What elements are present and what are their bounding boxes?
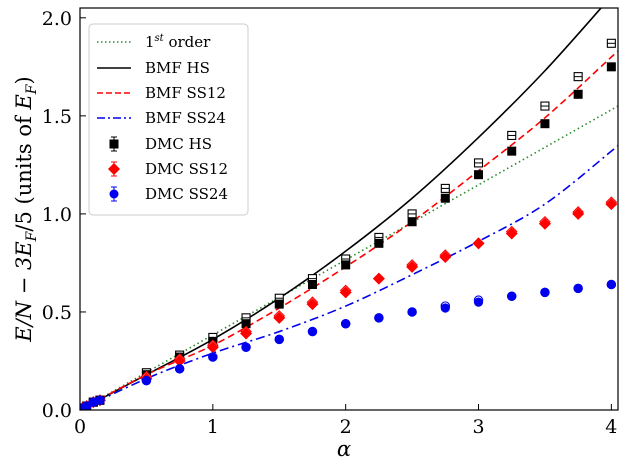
- point-dmc-ss24: [473, 297, 484, 307]
- point-dmc-hs: [440, 193, 450, 203]
- point-dmc-hs: [374, 238, 384, 248]
- y-tick-label: 0.5: [42, 302, 72, 324]
- legend-box: [88, 23, 249, 216]
- series-layer: [80, 8, 618, 410]
- point-dmc-ss12: [173, 354, 186, 367]
- y-axis-title-sub2: F: [24, 83, 40, 95]
- x-tick-label: 3: [472, 416, 484, 438]
- y-axis-title-sub1: F: [24, 230, 40, 242]
- point-dmc-ss24: [407, 307, 417, 317]
- point-dmc-ss24: [374, 313, 384, 323]
- legend-label-first-order: 1st order: [145, 33, 211, 51]
- point-dmc-hs: [540, 119, 550, 129]
- plot-frame: [79, 7, 619, 411]
- ticks-layer: 0 1 2 3 4 0.0 0.5 1.0 1.5 2.0: [42, 8, 618, 438]
- y-axis-title-mid: /5 (units of: [12, 110, 36, 232]
- x-tick-label: 4: [605, 416, 617, 438]
- legend-swatch-dmc-ss12: [108, 161, 120, 177]
- point-dmc-hs: [507, 146, 517, 156]
- point-dmc-ss24: [307, 326, 318, 337]
- legend-label-bmf-ss24: BMF SS24: [145, 109, 226, 127]
- legend-first-order-rest: order: [164, 33, 211, 51]
- point-dmc-ss24: [507, 291, 517, 301]
- legend-swatch-dmc-ss24: [109, 186, 119, 202]
- series-line-bmf-hs: [80, 8, 603, 410]
- y-axis-title-main: E/N − 3E: [12, 241, 36, 342]
- legend-first-order-sup: st: [155, 33, 165, 44]
- point-dmc-ss12: [372, 272, 385, 285]
- legend: 1st order BMF HS BMF SS12 BMF SS24 DMC H…: [88, 23, 249, 216]
- point-dmc-ss12: [505, 227, 518, 240]
- point-dmc-ss12: [306, 298, 319, 311]
- point-dmc-ss12: [406, 260, 419, 273]
- point-dmc-ss24: [440, 303, 450, 313]
- point-dmc-ss24: [573, 283, 583, 294]
- point-dmc-hs: [606, 62, 616, 72]
- y-tick-label: 1.0: [42, 204, 72, 226]
- legend-swatch-dmc-hs: [109, 136, 119, 152]
- point-dmc-ss12: [339, 286, 352, 299]
- point-dmc-hs: [241, 319, 251, 329]
- legend-first-order-base: 1: [145, 33, 155, 51]
- point-dmc-ss12: [439, 251, 452, 264]
- point-dmc-ss24: [274, 334, 284, 345]
- x-tick-label: 2: [340, 416, 352, 438]
- point-dmc-ss12: [605, 198, 618, 211]
- point-dmc-hs: [307, 279, 317, 289]
- point-dmc-ss24: [175, 364, 185, 374]
- legend-label-dmc-ss24: DMC SS24: [145, 185, 228, 203]
- y-tick-label: 2.0: [42, 8, 72, 30]
- point-dmc-ss12: [273, 311, 286, 324]
- point-dmc-ss24: [241, 342, 251, 352]
- point-dmc-ss12: [572, 207, 585, 220]
- point-dmc-ss24: [540, 287, 550, 297]
- point-dmc-ss24: [341, 319, 351, 329]
- x-tick-label: 1: [207, 416, 219, 438]
- legend-label-dmc-hs: DMC HS: [145, 135, 212, 153]
- point-dmc-ss24: [606, 279, 616, 290]
- point-dmc-hs: [407, 217, 417, 227]
- y-tick-label: 0.0: [42, 400, 72, 422]
- y-axis-title: E/N − 3EF/5 (units of EF): [12, 76, 40, 342]
- legend-label-dmc-ss12: DMC SS12: [145, 160, 228, 178]
- y-tick-label: 1.5: [42, 106, 72, 128]
- point-dmc-ss24: [95, 395, 105, 405]
- point-dmc-ss12: [240, 327, 253, 340]
- point-dmc-hs: [274, 299, 284, 309]
- point-dmc-ss12: [538, 217, 551, 230]
- y-axis-title-e: E: [12, 94, 36, 110]
- y-axis-title-close: ): [12, 76, 36, 84]
- point-dmc-hs: [341, 260, 351, 270]
- x-tick-label: 0: [74, 416, 86, 438]
- point-dmc-hs: [573, 89, 583, 99]
- x-axis-title: α: [337, 437, 351, 461]
- point-dmc-ss24: [208, 352, 218, 362]
- point-dmc-ss12: [472, 237, 485, 250]
- point-dmc-ss24: [141, 375, 152, 386]
- point-dmc-ss12: [206, 341, 219, 354]
- point-dmc-hs: [474, 170, 484, 180]
- legend-label-bmf-ss12: BMF SS12: [145, 84, 226, 102]
- legend-label-bmf-hs: BMF HS: [145, 59, 210, 77]
